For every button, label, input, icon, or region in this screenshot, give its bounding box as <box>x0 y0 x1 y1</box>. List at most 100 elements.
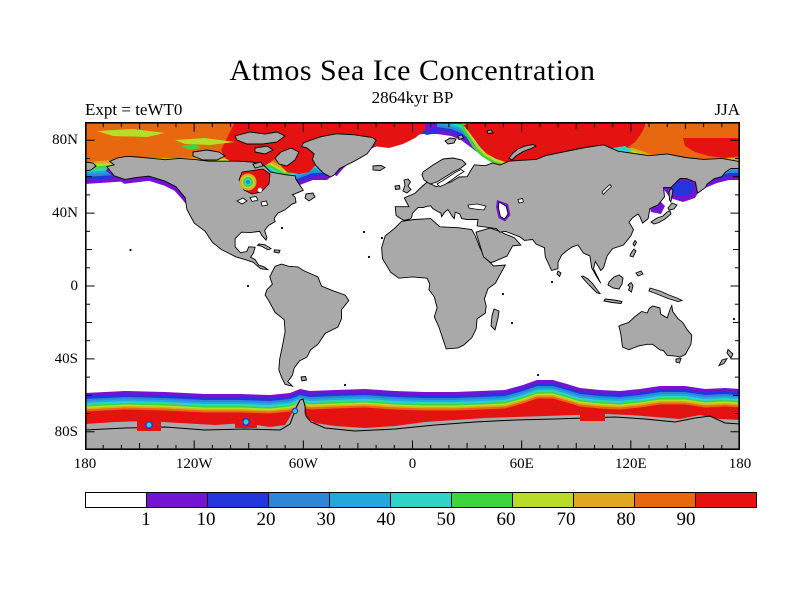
hudson-ring-blue <box>246 180 250 184</box>
map-plot <box>85 122 740 450</box>
colorbar-segment <box>268 492 330 508</box>
black-sea <box>467 203 487 211</box>
colorbar-tick-label: 1 <box>141 509 151 530</box>
madagascar <box>490 308 500 331</box>
luzon <box>629 248 637 258</box>
new-guinea <box>648 287 684 302</box>
y-axis-label: 80N <box>52 132 78 149</box>
antarctica-coastline <box>85 398 740 432</box>
baffin-island <box>274 147 300 167</box>
antarctic-overlays <box>137 407 605 431</box>
colorbar-tick-label: 50 <box>436 509 456 530</box>
ireland <box>394 185 401 190</box>
page-title: Atmos Sea Ice Concentration <box>229 54 596 87</box>
x-axis-label: 180 <box>73 456 97 472</box>
caspian-sea <box>498 201 509 220</box>
alaska-coast-ice-fringe <box>105 167 191 206</box>
y-axis-label: 40N <box>52 205 78 222</box>
victoria-island <box>192 149 226 161</box>
colorbar-tick-label: 30 <box>316 509 336 530</box>
beaufort-green-blob <box>181 144 201 150</box>
inland-water-and-overlays <box>236 168 613 222</box>
tasmania <box>675 357 682 364</box>
falkland-islands <box>300 376 308 382</box>
colorbar-segment <box>146 492 208 508</box>
y-axis-label: 40S <box>54 350 78 367</box>
x-axis-label: 60E <box>509 456 534 472</box>
chukotka-wrap <box>85 161 97 172</box>
sumatra <box>580 275 602 295</box>
x-axis-label: 60W <box>288 456 318 472</box>
arctic-blue-top-strip <box>421 127 437 135</box>
colorbar-tick-label: 40 <box>376 509 396 530</box>
kara-edge-yellow-fringe <box>463 125 510 166</box>
colorbar-segment <box>512 492 574 508</box>
okhotsk-blue-ice <box>670 181 694 196</box>
eurasia <box>394 144 740 284</box>
land-masses <box>85 129 740 450</box>
y-axis-label: 80S <box>54 423 78 440</box>
colorbar-tick-label: 70 <box>556 509 576 530</box>
colorbar-segment <box>85 492 147 508</box>
colorbar: 1 10 20 30 40 50 60 70 80 90 <box>85 492 757 532</box>
x-axis-label: 120E <box>614 456 647 472</box>
new-zealand-south <box>717 357 728 367</box>
sri-lanka <box>556 270 562 278</box>
kara-edge-green-fringe <box>460 126 508 169</box>
taiwan <box>632 239 638 247</box>
polynya-dot-3 <box>291 407 299 415</box>
subtitle: 2864kyr BP <box>371 88 454 107</box>
honshu <box>650 210 672 225</box>
colorbar-segment <box>207 492 269 508</box>
africa <box>381 218 507 350</box>
cuba <box>256 243 272 251</box>
colorbar-tick-label: 80 <box>616 509 636 530</box>
colorbar-segment <box>695 492 757 508</box>
season-label: JJA <box>714 100 740 119</box>
colorbar-segment <box>390 492 452 508</box>
hudson-white-spot <box>257 187 263 193</box>
iceland <box>372 165 386 171</box>
colorbar-tick-label: 90 <box>676 509 696 530</box>
newfoundland <box>304 192 316 202</box>
colorbar-segment <box>451 492 513 508</box>
x-axis-label: 0 <box>408 456 417 472</box>
colorbar-segments <box>85 492 757 508</box>
novaya-zemlya <box>508 144 538 161</box>
greenland <box>300 133 377 178</box>
borneo <box>607 274 624 290</box>
australia <box>618 303 693 358</box>
arctic-yellow-streak <box>97 129 165 137</box>
great-britain <box>402 178 412 194</box>
aral-sea <box>517 198 525 204</box>
sakhalin <box>668 187 674 204</box>
arctic-yellow-streak-2 <box>175 138 235 145</box>
map-frame-and-ticks <box>85 122 740 450</box>
baltic-sea <box>436 169 465 187</box>
sulawesi <box>627 281 634 293</box>
devon-island <box>254 145 274 155</box>
colorbar-tick-label: 20 <box>256 509 276 530</box>
polynya-dot <box>145 421 153 429</box>
colorbar-segment <box>329 492 391 508</box>
lake-baikal <box>601 183 613 196</box>
colorbar-segment <box>573 492 635 508</box>
franz-josef-land <box>486 129 494 134</box>
mindanao <box>635 270 644 277</box>
south-america <box>264 263 350 388</box>
hokkaido <box>667 202 678 211</box>
colorbar-segment <box>634 492 696 508</box>
lake-erie-ontario <box>260 200 268 207</box>
java <box>603 298 623 304</box>
svalbard <box>444 137 457 145</box>
colorbar-tick-label: 10 <box>196 509 216 530</box>
antarctic-red-notch-3 <box>580 413 605 421</box>
lake-superior <box>236 197 248 205</box>
polynya-dot-2 <box>242 418 250 426</box>
x-axis-label: 180 <box>728 456 752 472</box>
ellesmere-islands <box>234 131 286 145</box>
lake-huron <box>249 196 259 202</box>
scandinavia <box>421 157 467 185</box>
bering-red-patch <box>683 138 740 158</box>
